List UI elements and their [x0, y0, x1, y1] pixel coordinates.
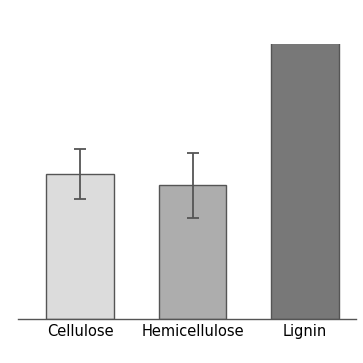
Bar: [271, 0, 339, 319]
Bar: [159, 185, 227, 319]
Bar: [46, 174, 114, 319]
